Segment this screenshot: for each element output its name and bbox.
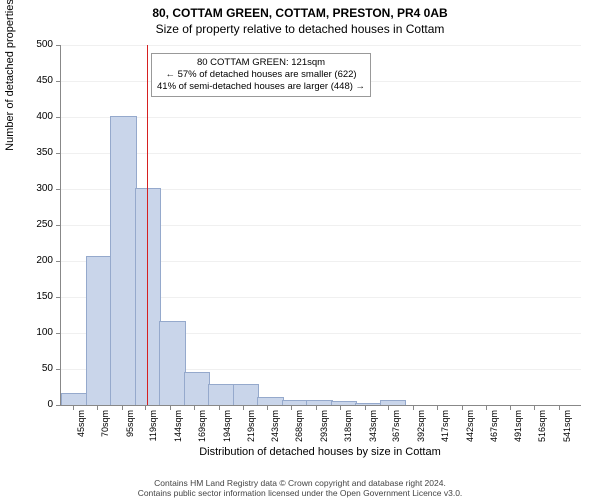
histogram-bar [184, 372, 211, 405]
chart-supertitle: 80, COTTAM GREEN, COTTAM, PRESTON, PR4 0… [0, 0, 600, 20]
xtick-mark [291, 405, 292, 410]
xtick-mark [365, 405, 366, 410]
histogram-bar [331, 401, 358, 405]
ytick-label: 150 [13, 292, 53, 302]
histogram-bar [110, 116, 137, 405]
xtick-mark [267, 405, 268, 410]
ytick-mark [56, 369, 61, 370]
ytick-label: 200 [13, 256, 53, 266]
ytick-mark [56, 297, 61, 298]
ytick-mark [56, 189, 61, 190]
ytick-mark [56, 153, 61, 154]
xtick-mark [559, 405, 560, 410]
annotation-box: 80 COTTAM GREEN: 121sqm← 57% of detached… [151, 53, 371, 97]
ytick-label: 400 [13, 112, 53, 122]
xtick-mark [219, 405, 220, 410]
histogram-bar [208, 384, 235, 405]
xtick-mark [534, 405, 535, 410]
xtick-mark [97, 405, 98, 410]
plot-area: 05010015020025030035040045050045sqm70sqm… [60, 45, 580, 405]
xtick-mark [388, 405, 389, 410]
xtick-mark [340, 405, 341, 410]
xtick-mark [413, 405, 414, 410]
ytick-label: 350 [13, 148, 53, 158]
xtick-mark [316, 405, 317, 410]
histogram-bar [61, 393, 88, 405]
xtick-mark [122, 405, 123, 410]
xtick-mark [510, 405, 511, 410]
ytick-label: 450 [13, 76, 53, 86]
xtick-mark [437, 405, 438, 410]
ytick-label: 300 [13, 184, 53, 194]
gridline [61, 117, 581, 118]
xtick-mark [170, 405, 171, 410]
ytick-label: 250 [13, 220, 53, 230]
gridline [61, 153, 581, 154]
gridline [61, 45, 581, 46]
histogram-bar [282, 400, 309, 405]
xtick-mark [243, 405, 244, 410]
xtick-mark [462, 405, 463, 410]
annotation-line: ← 57% of detached houses are smaller (62… [157, 69, 365, 81]
xtick-mark [194, 405, 195, 410]
annotation-line: 41% of semi-detached houses are larger (… [157, 81, 365, 93]
ytick-mark [56, 225, 61, 226]
footer-line2: Contains public sector information licen… [0, 488, 600, 498]
footer-attribution: Contains HM Land Registry data © Crown c… [0, 478, 600, 498]
chart-subtitle: Size of property relative to detached ho… [0, 20, 600, 40]
histogram-bar [159, 321, 186, 405]
ytick-label: 0 [13, 400, 53, 410]
histogram-bar [380, 400, 407, 405]
ytick-label: 100 [13, 328, 53, 338]
ytick-mark [56, 45, 61, 46]
histogram-bar [306, 400, 333, 405]
x-axis-label: Distribution of detached houses by size … [60, 446, 580, 458]
histogram-bar [233, 384, 260, 405]
footer-line1: Contains HM Land Registry data © Crown c… [0, 478, 600, 488]
xtick-mark [145, 405, 146, 410]
ytick-label: 50 [13, 364, 53, 374]
marker-line [147, 45, 148, 405]
annotation-line: 80 COTTAM GREEN: 121sqm [157, 57, 365, 69]
histogram-bar [86, 256, 113, 405]
histogram-bar [355, 403, 382, 405]
ytick-mark [56, 333, 61, 334]
histogram-bar [257, 397, 284, 405]
ytick-mark [56, 405, 61, 406]
ytick-mark [56, 117, 61, 118]
xtick-mark [486, 405, 487, 410]
ytick-mark [56, 81, 61, 82]
ytick-label: 500 [13, 40, 53, 50]
xtick-mark [73, 405, 74, 410]
ytick-mark [56, 261, 61, 262]
